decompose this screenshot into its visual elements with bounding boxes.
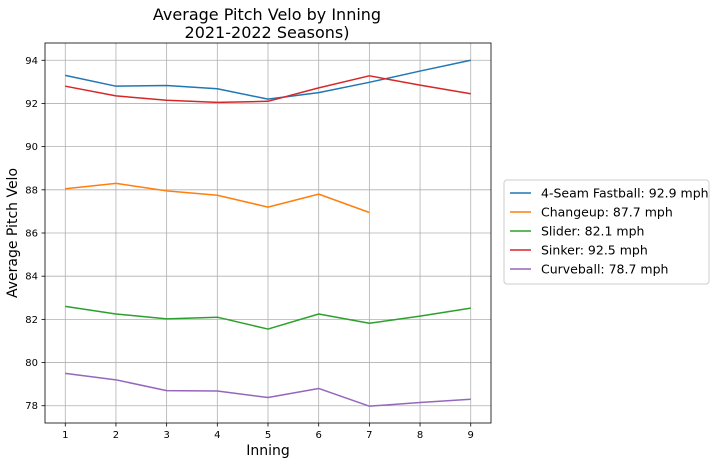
series-line-changeup — [65, 182, 370, 214]
y-tick-label: 94 — [25, 56, 38, 67]
x-tick-label: 5 — [265, 430, 271, 441]
x-axis-label: Inning — [246, 443, 290, 459]
grid — [45, 43, 491, 423]
y-tick-label: 84 — [25, 272, 38, 283]
legend-label-curveball: Curveball: 78.7 mph — [541, 262, 668, 277]
series-line-4-seam-fastball — [65, 59, 471, 100]
y-tick-label: 90 — [25, 142, 38, 153]
x-tick-label: 6 — [315, 430, 321, 441]
series-line-curveball — [65, 372, 471, 407]
legend-frame — [503, 179, 710, 285]
y-tick-label: 82 — [25, 315, 38, 326]
y-tick-label: 78 — [25, 401, 38, 412]
series-lines — [65, 59, 471, 407]
x-tick-label: 4 — [214, 430, 220, 441]
legend-label-changeup: Changeup: 87.7 mph — [541, 205, 673, 220]
x-tick-label: 3 — [163, 430, 169, 441]
y-tick-label: 92 — [25, 99, 38, 110]
series-line-sinker — [65, 75, 471, 104]
chart-title: Average Pitch Velo by Inning — [153, 5, 381, 24]
y-tick-label: 80 — [25, 358, 38, 369]
legend-label-sinker: Sinker: 92.5 mph — [541, 243, 648, 258]
x-tick-label: 1 — [62, 430, 68, 441]
y-axis-ticks: 78 80 82 84 86 88 90 92 94 — [25, 56, 45, 412]
y-tick-label: 86 — [25, 229, 38, 240]
chart-subtitle: 2021-2022 Seasons) — [185, 23, 350, 42]
x-tick-label: 9 — [468, 430, 474, 441]
x-tick-label: 8 — [417, 430, 423, 441]
legend-label-slider: Slider: 82.1 mph — [541, 224, 644, 239]
legend-label-4-seam-fastball: 4-Seam Fastball: 92.9 mph — [541, 186, 709, 201]
y-axis-label: Average Pitch Velo — [5, 168, 21, 298]
y-tick-label: 88 — [25, 185, 38, 196]
x-axis-ticks: 1 2 3 4 5 6 7 8 9 — [62, 423, 474, 441]
x-tick-label: 2 — [113, 430, 119, 441]
series-line-slider — [65, 305, 471, 330]
legend: 4-Seam Fastball: 92.9 mph Changeup: 87.7 … — [503, 179, 710, 285]
plot-frame — [44, 42, 492, 424]
x-tick-label: 7 — [366, 430, 372, 441]
